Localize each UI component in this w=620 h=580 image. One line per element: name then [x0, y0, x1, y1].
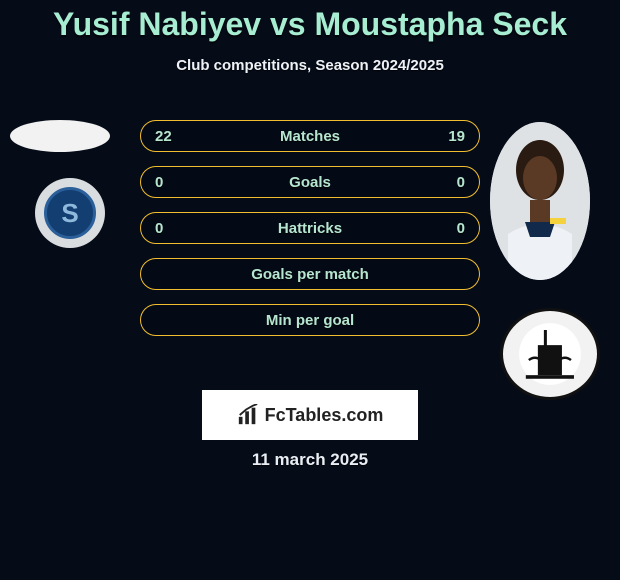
subtitle: Club competitions, Season 2024/2025 — [0, 57, 620, 74]
stat-label: Matches — [195, 128, 425, 145]
date-label: 11 march 2025 — [0, 450, 620, 470]
stat-left-value: 0 — [155, 174, 195, 191]
stat-right-value: 0 — [425, 174, 465, 191]
stat-right-value: 19 — [425, 128, 465, 145]
player1-club-badge: S — [35, 178, 105, 248]
stat-label: Min per goal — [195, 312, 425, 329]
player1-avatar — [10, 120, 110, 152]
stat-row-min-per-goal: Min per goal — [140, 304, 480, 336]
stat-label: Goals per match — [195, 266, 425, 283]
stat-label: Hattricks — [195, 220, 425, 237]
stat-left-value: 0 — [155, 220, 195, 237]
stat-right-value: 0 — [425, 220, 465, 237]
stat-row-goals: 0 Goals 0 — [140, 166, 480, 198]
chart-icon — [237, 404, 259, 426]
club1-letter: S — [44, 187, 96, 239]
player2-club-badge — [500, 308, 600, 400]
comparison-stats: 22 Matches 19 0 Goals 0 0 Hattricks 0 Go… — [140, 120, 480, 350]
branding-box: FcTables.com — [202, 390, 418, 440]
stat-row-matches: 22 Matches 19 — [140, 120, 480, 152]
page-title: Yusif Nabiyev vs Moustapha Seck — [0, 0, 620, 43]
player2-avatar — [490, 122, 590, 280]
stat-row-hattricks: 0 Hattricks 0 — [140, 212, 480, 244]
stat-label: Goals — [195, 174, 425, 191]
stat-left-value: 22 — [155, 128, 195, 145]
branding-text: FcTables.com — [265, 405, 384, 426]
stat-row-goals-per-match: Goals per match — [140, 258, 480, 290]
